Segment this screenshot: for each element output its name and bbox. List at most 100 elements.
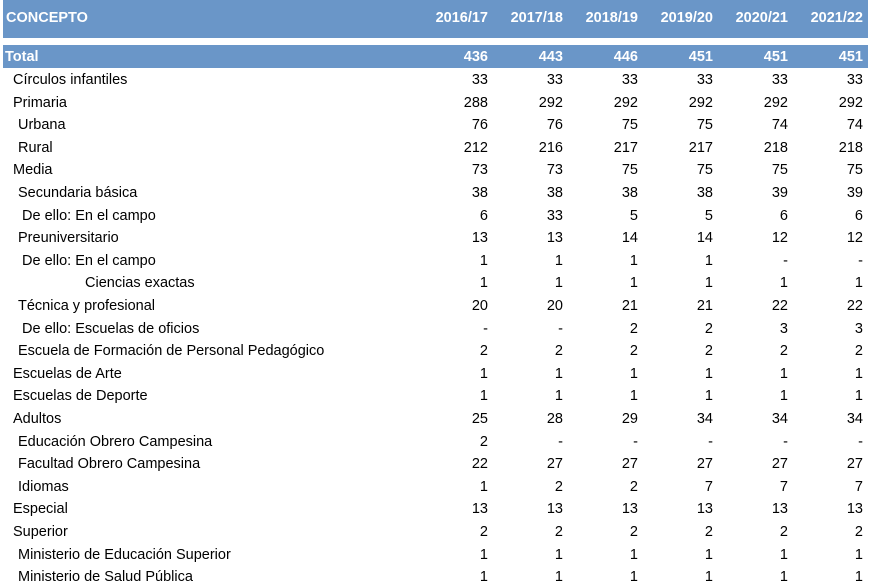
- header-background: [3, 0, 868, 38]
- row-value: 21: [696, 298, 713, 314]
- table-row: Superior 2 2 2 2 2 2: [3, 521, 868, 543]
- row-value: 75: [621, 117, 638, 134]
- row-value: 292: [838, 94, 863, 111]
- row-value: 218: [838, 139, 863, 156]
- table-row: Círculos infantiles 33 33 33 33 33 33: [3, 69, 868, 91]
- row-value: 1: [704, 252, 713, 269]
- row-value: 75: [771, 162, 788, 179]
- row-value: 2: [779, 343, 788, 360]
- row-value: 1: [779, 569, 788, 586]
- row-value: 38: [621, 185, 638, 201]
- row-value: 1: [704, 546, 713, 563]
- row-value: 6: [479, 207, 488, 224]
- row-value: 75: [696, 117, 713, 134]
- table-row: De ello: Escuelas de oficios - - 2 2 3 3: [3, 318, 868, 340]
- table-row: Secundaria básica 38 38 38 38 39 39: [3, 182, 868, 204]
- header-year: 2019/20: [660, 10, 713, 26]
- row-value: 288: [463, 94, 488, 111]
- row-value: 39: [846, 185, 863, 201]
- row-value: 13: [471, 230, 488, 247]
- row-value: -: [783, 252, 788, 269]
- row-value: 13: [546, 230, 563, 247]
- row-value: 6: [779, 207, 788, 224]
- row-value: 2: [554, 524, 563, 540]
- row-value: 1: [854, 275, 863, 292]
- total-label: Total: [5, 49, 39, 65]
- row-value: 2: [479, 524, 488, 540]
- row-value: 2: [629, 524, 638, 540]
- row-value: 1: [479, 569, 488, 586]
- row-value: 1: [629, 388, 638, 405]
- row-value: 1: [629, 365, 638, 382]
- row-label: Primaria: [13, 94, 67, 111]
- row-value: 1: [779, 546, 788, 563]
- row-value: 7: [779, 478, 788, 495]
- row-value: -: [558, 320, 563, 337]
- row-value: 1: [479, 365, 488, 382]
- row-value: 2: [479, 343, 488, 360]
- row-value: 1: [479, 275, 488, 292]
- row-value: 2: [554, 343, 563, 360]
- row-value: 38: [696, 185, 713, 201]
- table-row: Primaria 288 292 292 292 292 292: [3, 92, 868, 114]
- row-value: 1: [854, 365, 863, 382]
- row-value: 38: [546, 185, 563, 201]
- total-value: 446: [613, 49, 638, 65]
- total-value: 436: [463, 49, 488, 65]
- row-value: 33: [846, 72, 863, 88]
- row-value: 12: [846, 230, 863, 247]
- row-value: 1: [554, 365, 563, 382]
- row-value: 212: [463, 139, 488, 156]
- row-value: 2: [554, 478, 563, 495]
- table-row: Ministerio de Salud Pública 1 1 1 1 1 1: [3, 566, 868, 587]
- row-value: -: [633, 433, 638, 450]
- row-value: 2: [704, 524, 713, 540]
- row-value: 14: [696, 230, 713, 247]
- row-value: 33: [621, 72, 638, 88]
- total-value: 443: [538, 49, 563, 65]
- row-value: 13: [846, 501, 863, 518]
- total-row: Total 436 443 446 451 451 451: [3, 45, 868, 67]
- row-value: 3: [779, 320, 788, 337]
- row-value: 34: [771, 411, 788, 427]
- row-label: De ello: Escuelas de oficios: [22, 320, 200, 337]
- row-value: 1: [704, 365, 713, 382]
- row-value: 1: [479, 478, 488, 495]
- row-label: Círculos infantiles: [13, 72, 128, 88]
- total-value: 451: [763, 49, 788, 65]
- row-value: 34: [696, 411, 713, 427]
- header-year: 2017/18: [510, 10, 563, 26]
- row-value: 2: [479, 433, 488, 450]
- row-value: 29: [621, 411, 638, 427]
- row-value: 292: [688, 94, 713, 111]
- row-value: 22: [471, 456, 488, 473]
- row-label: Escuelas de Arte: [13, 365, 122, 382]
- row-value: 2: [629, 343, 638, 360]
- row-value: 1: [704, 569, 713, 586]
- row-value: 20: [471, 298, 488, 314]
- row-label: Escuelas de Deporte: [13, 388, 148, 405]
- row-value: 25: [471, 411, 488, 427]
- row-value: -: [858, 252, 863, 269]
- row-value: 12: [771, 230, 788, 247]
- table-row: De ello: En el campo 6 33 5 5 6 6: [3, 205, 868, 227]
- row-label: Idiomas: [18, 478, 69, 495]
- table-row: De ello: En el campo 1 1 1 1 - -: [3, 250, 868, 272]
- row-value: 13: [771, 501, 788, 518]
- table-row: Preuniversitario 13 13 14 14 12 12: [3, 227, 868, 249]
- total-background: [3, 45, 868, 68]
- row-value: 2: [704, 343, 713, 360]
- header-year: 2018/19: [585, 10, 638, 26]
- row-value: 27: [846, 456, 863, 473]
- row-value: 73: [546, 162, 563, 179]
- row-value: 27: [621, 456, 638, 473]
- table-row: Técnica y profesional 20 20 21 21 22 22: [3, 295, 868, 317]
- row-label: De ello: En el campo: [22, 252, 156, 269]
- row-value: 21: [621, 298, 638, 314]
- row-value: 1: [554, 546, 563, 563]
- row-label: Técnica y profesional: [18, 298, 156, 314]
- row-value: 74: [846, 117, 863, 134]
- row-value: 2: [629, 478, 638, 495]
- table-row: Educación Obrero Campesina 2 - - - - -: [3, 431, 868, 453]
